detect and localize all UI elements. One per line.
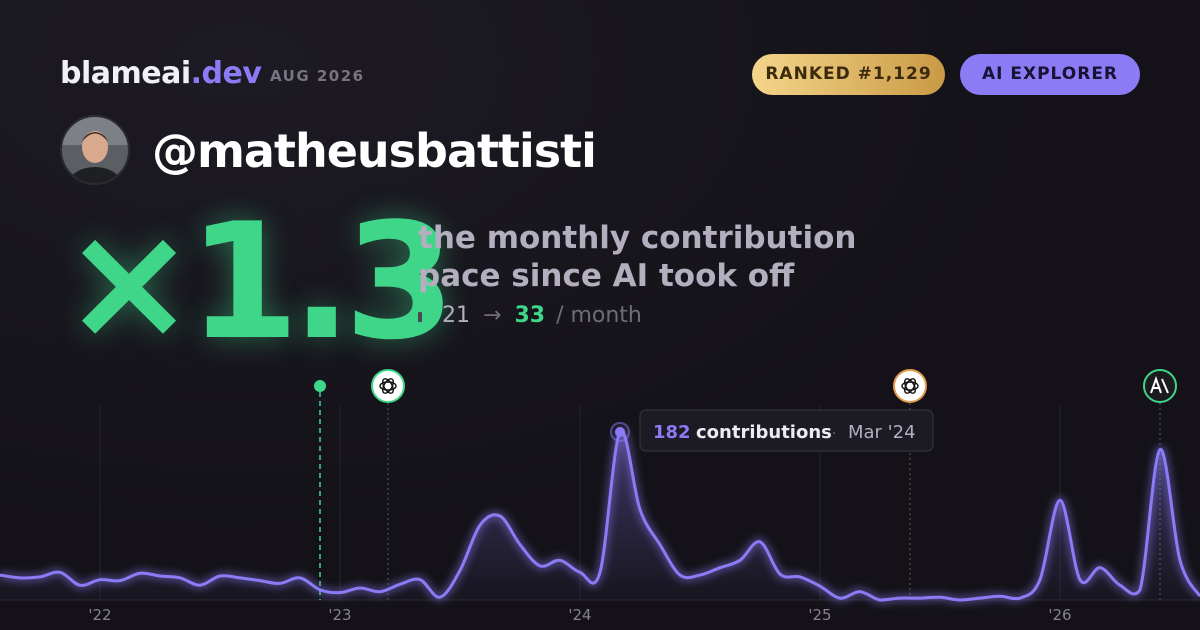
description-line: pace since AI took off [418,258,795,294]
arrow: → [483,303,502,328]
event-icon [1143,369,1177,403]
unit: / month [556,303,642,328]
rank-badge: RANKED #1,129 [752,54,945,95]
tooltip-box [639,409,934,452]
event-icon [893,369,927,403]
peak-point [615,427,625,437]
avatar [60,115,130,185]
bar-icon [418,312,422,322]
tooltip-value: 182 [653,422,691,443]
tooltip: 182 contributions · Mar '24 [639,409,934,452]
x-tick-label: '25 [808,606,831,624]
bar-icon [425,304,430,322]
brand: blameai.dev [60,56,262,91]
multiplier: ×1.3 [62,188,455,375]
handle: @matheusbattisti [152,124,597,178]
brand-name: blameai [60,56,191,91]
x-tick-label: '22 [88,606,111,624]
period: AUG 2026 [270,67,365,85]
x-tick-label: '23 [328,606,351,624]
tier-badge: AI EXPLORER [960,54,1140,95]
before-value: 21 [442,303,470,328]
x-tick-label: '26 [1048,606,1071,624]
description-line: the monthly contribution [418,220,857,256]
stats: 21 → 33 / month [418,303,642,328]
after-value: 33 [514,303,546,328]
event-dot [314,380,326,392]
tooltip-label: Mar '24 [848,422,916,443]
x-tick-label: '24 [568,606,591,624]
tooltip-unit: contributions [696,422,832,443]
line [0,429,1200,602]
peak-ring [610,422,630,442]
brand-suffix: .dev [190,56,262,91]
event-icon [371,369,405,403]
tooltip-separator: · [832,426,836,442]
